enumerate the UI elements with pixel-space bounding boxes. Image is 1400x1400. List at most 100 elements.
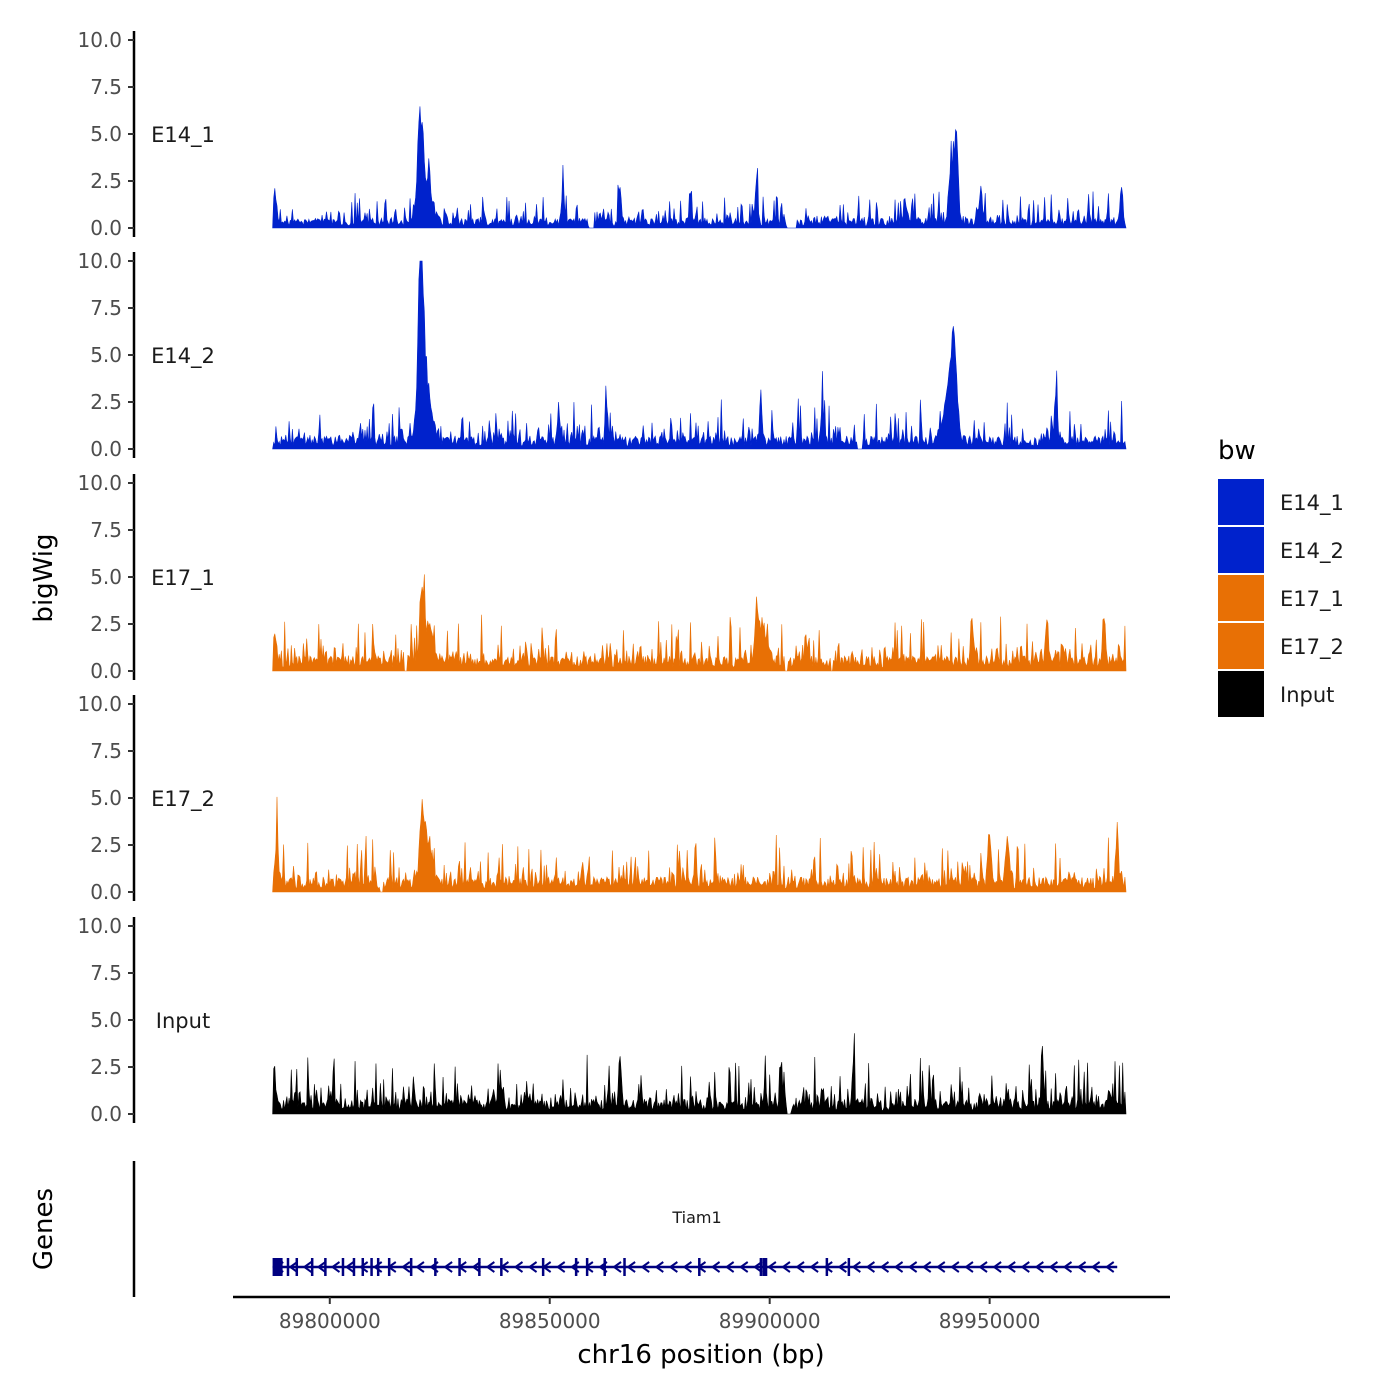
strand-arrow bbox=[654, 1261, 664, 1273]
strand-arrow bbox=[767, 1261, 777, 1273]
gene-exon bbox=[286, 1258, 290, 1276]
y-tick-label: 7.5 bbox=[90, 961, 122, 985]
legend-swatch bbox=[1218, 671, 1264, 717]
strand-arrow bbox=[753, 1261, 763, 1273]
track-E14_2: 0.0 2.5 5.0 7.5 10.0 E14_2 bbox=[77, 249, 1127, 461]
strand-arrow bbox=[668, 1261, 678, 1273]
y-tick-label: 0.0 bbox=[90, 659, 122, 683]
x-tick-label: 89900000 bbox=[719, 1309, 821, 1333]
gene-exon bbox=[310, 1258, 314, 1276]
y-tick-label: 7.5 bbox=[90, 739, 122, 763]
legend-item-E14_1: E14_1 bbox=[1218, 479, 1344, 525]
gene-exon bbox=[574, 1258, 578, 1276]
strand-arrow bbox=[837, 1261, 847, 1273]
gene-exon bbox=[434, 1258, 437, 1276]
x-ticks: 89800000 89850000 89900000 89950000 bbox=[279, 1297, 1041, 1333]
y-tick-label: 2.5 bbox=[90, 1055, 122, 1079]
gene-exon bbox=[759, 1258, 763, 1276]
gene-exon bbox=[324, 1258, 327, 1276]
track-label: Input bbox=[156, 1009, 210, 1033]
y-tick-label: 7.5 bbox=[90, 75, 122, 99]
strand-arrow bbox=[739, 1261, 749, 1273]
strand-arrow bbox=[485, 1261, 495, 1273]
legend-swatch bbox=[1218, 575, 1264, 621]
genes-axis-label: Genes bbox=[29, 1188, 59, 1270]
signal-area-E17_2 bbox=[272, 796, 1127, 893]
y-tick-label: 5.0 bbox=[90, 343, 122, 367]
strand-arrow bbox=[710, 1261, 721, 1273]
strand-arrow bbox=[922, 1261, 932, 1273]
signal-area-E17_1 bbox=[272, 574, 1127, 672]
strand-arrow bbox=[443, 1261, 453, 1273]
y-tick-label: 2.5 bbox=[90, 390, 122, 414]
track-label: E17_2 bbox=[151, 787, 215, 812]
gene-exon bbox=[376, 1258, 380, 1276]
legend-item-E17_1: E17_1 bbox=[1218, 575, 1344, 621]
strand-arrow bbox=[865, 1261, 876, 1273]
y-tick-label: 10.0 bbox=[77, 471, 122, 495]
legend-item-E17_2: E17_2 bbox=[1218, 623, 1344, 669]
legend-item-Input: Input bbox=[1218, 671, 1334, 717]
legend-label: E14_2 bbox=[1280, 539, 1344, 564]
legend-label: E17_2 bbox=[1280, 635, 1344, 660]
strand-arrow bbox=[330, 1261, 341, 1273]
strand-arrow bbox=[809, 1261, 819, 1273]
gene-exon bbox=[847, 1258, 851, 1276]
y-tick-label: 5.0 bbox=[90, 1008, 122, 1032]
legend-item-E14_2: E14_2 bbox=[1218, 527, 1344, 573]
gene-exon bbox=[272, 1258, 283, 1276]
y-tick-label: 0.0 bbox=[90, 437, 122, 461]
y-tick-label: 10.0 bbox=[77, 28, 122, 52]
y-tick-label: 0.0 bbox=[90, 1102, 122, 1126]
strand-arrow bbox=[823, 1261, 833, 1273]
legend-items: E14_1 E14_2 E17_1 E17_2 Input bbox=[1218, 479, 1344, 717]
gene-exon bbox=[409, 1258, 413, 1276]
x-tick-label: 89950000 bbox=[939, 1309, 1041, 1333]
track-E14_1: 0.0 2.5 5.0 7.5 10.0 E14_1 bbox=[77, 28, 1127, 240]
y-tick-label: 5.0 bbox=[90, 786, 122, 810]
legend-title: bw bbox=[1218, 436, 1256, 466]
track-E17_2: 0.0 2.5 5.0 7.5 10.0 E17_2 bbox=[77, 692, 1127, 904]
strand-arrow bbox=[415, 1261, 425, 1273]
legend: bw E14_1 E14_2 E17_1 E17_2 Input bbox=[1218, 436, 1344, 717]
gene-exon bbox=[458, 1258, 461, 1276]
strand-arrow bbox=[1020, 1261, 1030, 1273]
strand-arrow bbox=[302, 1261, 312, 1273]
y-tick-label: 2.5 bbox=[90, 169, 122, 193]
tracks: 0.0 2.5 5.0 7.5 10.0 E14_1 0.0 2.5 5.0 7.5 10.0 E14… bbox=[77, 28, 1127, 1126]
y-tick-label: 2.5 bbox=[90, 833, 122, 857]
strand-arrow bbox=[682, 1261, 693, 1273]
x-tick-label: 89800000 bbox=[279, 1309, 381, 1333]
x-axis: 89800000 89850000 89900000 89950000 chr16 p… bbox=[233, 1295, 1170, 1370]
gene-exon bbox=[623, 1258, 626, 1276]
signal-area-Input bbox=[272, 1033, 1127, 1115]
legend-swatch bbox=[1218, 527, 1264, 573]
strand-arrow bbox=[724, 1261, 735, 1273]
strand-arrow bbox=[781, 1261, 791, 1273]
y-tick-label: 7.5 bbox=[90, 296, 122, 320]
gene-exon bbox=[541, 1258, 545, 1276]
strand-arrow bbox=[358, 1261, 369, 1273]
strand-arrow bbox=[1090, 1261, 1101, 1273]
strand-arrow bbox=[513, 1261, 524, 1273]
strand-arrow bbox=[1006, 1261, 1016, 1273]
y-tick-label: 2.5 bbox=[90, 612, 122, 636]
gene-exon bbox=[762, 1258, 768, 1276]
signal-area-E14_2 bbox=[272, 260, 1127, 450]
strand-arrow bbox=[936, 1261, 946, 1273]
strand-arrow bbox=[316, 1261, 327, 1273]
legend-label: E17_1 bbox=[1280, 587, 1344, 612]
strand-arrow bbox=[288, 1261, 298, 1273]
strand-arrow bbox=[527, 1261, 538, 1273]
gene-exon bbox=[295, 1258, 299, 1276]
gene-panel: Genes Tiam1 bbox=[29, 1161, 1118, 1297]
gene-exon bbox=[603, 1258, 606, 1276]
strand-arrow bbox=[556, 1261, 566, 1273]
gene-exon bbox=[585, 1258, 589, 1276]
track-label: E17_1 bbox=[151, 566, 215, 591]
gene-exon bbox=[500, 1258, 503, 1276]
gene-exon bbox=[361, 1258, 365, 1276]
signal-area-E14_1 bbox=[272, 106, 1127, 229]
